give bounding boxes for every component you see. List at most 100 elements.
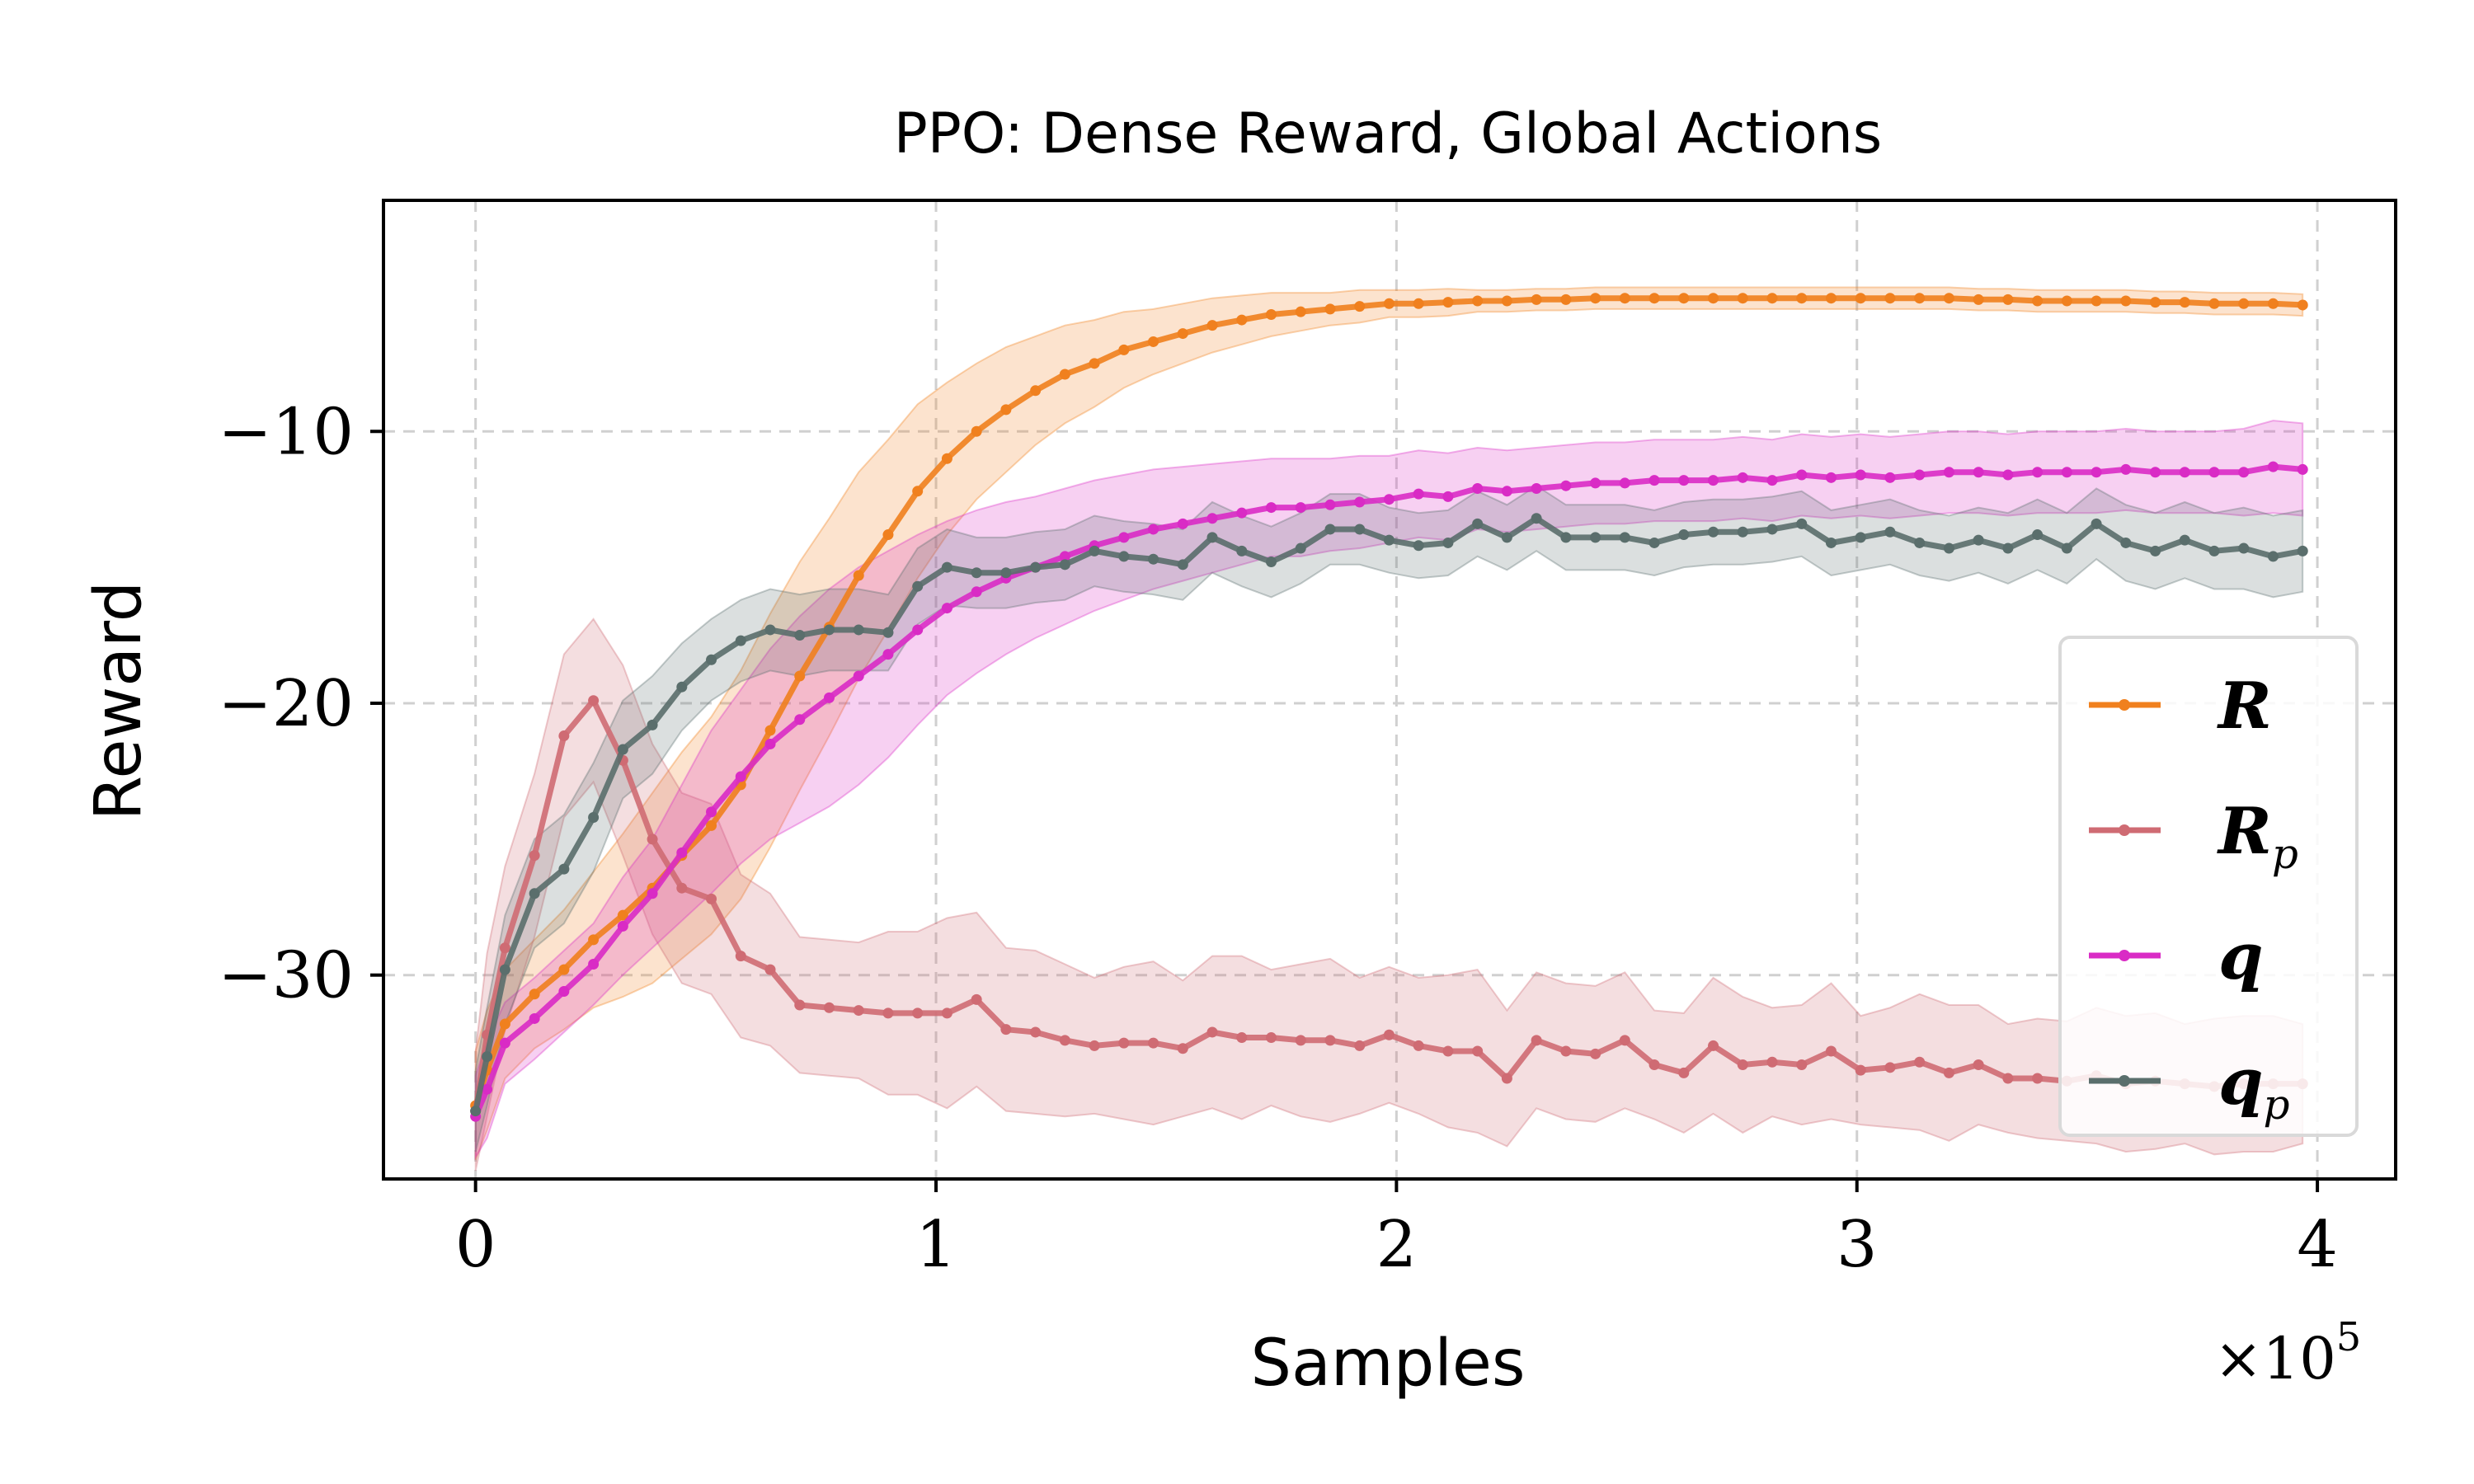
legend-item-q: q [2089, 919, 2264, 994]
point-q-46 [1796, 469, 1808, 481]
point-qp-54 [2032, 529, 2044, 541]
point-R-55 [2061, 295, 2072, 307]
legend-item-Rp: Rp [2089, 794, 2298, 878]
point-q-56 [2091, 467, 2102, 478]
point-qp-32 [1383, 534, 1395, 546]
point-R-24 [1148, 336, 1159, 347]
point-R-43 [1708, 293, 1719, 304]
point-qp-29 [1295, 542, 1306, 554]
y-axis: −10 −20 −30 [218, 395, 383, 1013]
point-R-40 [1619, 293, 1630, 304]
point-R-34 [1442, 297, 1454, 308]
point-q-40 [1619, 477, 1630, 489]
point-R-3 [529, 989, 540, 1000]
point-qp-60 [2208, 545, 2220, 556]
legend-swatch-marker [2119, 699, 2130, 711]
point-q-16 [912, 624, 924, 636]
point-q-37 [1531, 483, 1542, 495]
point-R-50 [1914, 293, 1926, 304]
legend-item-qp: qp [2089, 1045, 2290, 1129]
point-qp-45 [1766, 524, 1778, 535]
point-qp-13 [823, 624, 835, 636]
point-q-9 [706, 806, 717, 818]
point-Rp-28 [1266, 1032, 1277, 1044]
point-qp-22 [1089, 545, 1100, 556]
point-q-42 [1678, 475, 1690, 486]
point-Rp-23 [1118, 1037, 1130, 1049]
point-qp-31 [1354, 524, 1366, 535]
point-qp-25 [1177, 559, 1188, 571]
point-q-14 [853, 670, 864, 682]
point-qp-16 [912, 580, 924, 592]
point-q-1 [482, 1083, 493, 1095]
point-Rp-39 [1590, 1048, 1602, 1059]
point-Rp-54 [2032, 1073, 2044, 1084]
point-Rp-20 [1030, 1026, 1042, 1038]
band-qp [474, 485, 2304, 1153]
series-line-q [473, 463, 2303, 1118]
point-q-35 [1472, 483, 1484, 495]
point-R-4 [558, 964, 570, 975]
point-Rp-21 [1059, 1035, 1070, 1046]
point-Rp-53 [2002, 1073, 2014, 1084]
point-R-18 [971, 425, 982, 437]
point-q-8 [676, 847, 688, 858]
point-Rp-4 [558, 730, 570, 742]
point-q-55 [2061, 467, 2072, 478]
point-Rp-14 [853, 1005, 864, 1017]
point-Rp-30 [1324, 1035, 1336, 1046]
point-q-34 [1442, 491, 1454, 502]
point-q-17 [941, 603, 952, 614]
point-q-48 [1855, 469, 1866, 481]
point-qp-10 [735, 635, 746, 646]
point-qp-49 [1884, 526, 1896, 538]
point-qp-19 [1000, 567, 1012, 579]
point-qp-61 [2238, 542, 2250, 554]
point-qp-0 [470, 1106, 482, 1117]
point-q-21 [1059, 551, 1070, 562]
point-qp-57 [2120, 537, 2132, 548]
point-qp-1 [482, 1051, 493, 1063]
point-q-63 [2297, 463, 2308, 475]
point-R-26 [1206, 320, 1218, 331]
point-q-15 [882, 649, 894, 660]
point-Rp-45 [1766, 1056, 1778, 1068]
y-tick-label-0: −10 [218, 395, 354, 469]
chart-title: PPO: Dense Reward, Global Actions [894, 101, 1882, 167]
x-tick-label-4: 4 [2297, 1208, 2338, 1282]
point-R-42 [1678, 293, 1690, 304]
point-q-3 [529, 1012, 540, 1024]
x-axis-label: Samples [1250, 1327, 1525, 1401]
point-Rp-3 [529, 850, 540, 862]
point-q-43 [1708, 475, 1719, 486]
point-qp-9 [706, 654, 717, 665]
point-qp-59 [2179, 534, 2190, 546]
plot-frame [382, 199, 2397, 1181]
point-Rp-35 [1472, 1045, 1484, 1057]
point-Rp-38 [1560, 1045, 1572, 1057]
point-qp-14 [853, 624, 864, 636]
point-R-16 [912, 486, 924, 497]
point-q-4 [558, 985, 570, 997]
point-Rp-47 [1825, 1045, 1837, 1057]
point-Rp-48 [1855, 1064, 1866, 1076]
point-q-52 [1973, 467, 1984, 478]
point-q-7 [647, 888, 658, 899]
point-qp-50 [1914, 537, 1926, 548]
point-Rp-22 [1089, 1040, 1100, 1051]
point-q-50 [1914, 469, 1926, 481]
point-Rp-2 [499, 942, 510, 954]
point-R-52 [1973, 294, 1984, 305]
point-qp-3 [529, 888, 540, 899]
point-qp-30 [1324, 524, 1336, 535]
point-q-47 [1825, 472, 1837, 483]
x-tick-label-3: 3 [1837, 1208, 1878, 1282]
point-qp-62 [2267, 551, 2279, 562]
point-q-33 [1413, 488, 1424, 500]
point-qp-24 [1148, 553, 1159, 565]
point-Rp-17 [941, 1007, 952, 1019]
point-R-46 [1796, 293, 1808, 304]
point-R-22 [1089, 358, 1100, 369]
point-R-44 [1737, 293, 1748, 304]
